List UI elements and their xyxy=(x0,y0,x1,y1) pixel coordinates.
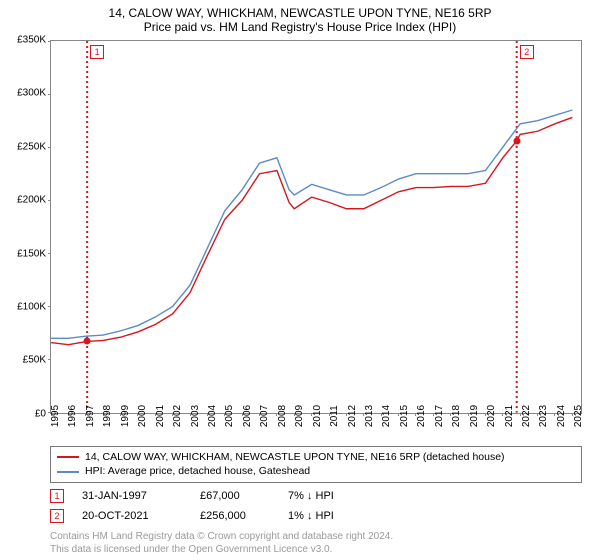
title-block: 14, CALOW WAY, WHICKHAM, NEWCASTLE UPON … xyxy=(10,6,590,36)
x-tick-label: 2025 xyxy=(573,405,584,427)
chart-container: 14, CALOW WAY, WHICKHAM, NEWCASTLE UPON … xyxy=(0,0,600,560)
attribution-line: This data is licensed under the Open Gov… xyxy=(50,544,582,557)
x-tick-label: 2013 xyxy=(364,405,375,427)
sale-date: 31-JAN-1997 xyxy=(82,490,182,502)
x-tick-label: 2021 xyxy=(504,405,515,427)
x-tick-label: 2000 xyxy=(137,405,148,427)
sale-price: £256,000 xyxy=(200,510,270,522)
series-line-price_paid xyxy=(51,117,572,344)
sales-row: 1 31-JAN-1997 £67,000 7% ↓ HPI xyxy=(50,489,582,503)
sale-marker-label: 1 xyxy=(90,45,104,59)
x-tick-label: 2010 xyxy=(312,405,323,427)
title-sub: Price paid vs. HM Land Registry's House … xyxy=(10,20,590,34)
x-tick-label: 2003 xyxy=(190,405,201,427)
plot-area: 12 xyxy=(50,40,582,414)
sale-price: £67,000 xyxy=(200,490,270,502)
x-tick-label: 2014 xyxy=(381,405,392,427)
legend-item: HPI: Average price, detached house, Gate… xyxy=(57,464,575,479)
x-tick-label: 2012 xyxy=(347,405,358,427)
title-main: 14, CALOW WAY, WHICKHAM, NEWCASTLE UPON … xyxy=(10,6,590,20)
y-tick-label: £50K xyxy=(23,355,46,366)
x-tick-label: 2002 xyxy=(172,405,183,427)
y-tick-label: £150K xyxy=(17,248,46,259)
y-tick-label: £250K xyxy=(17,141,46,152)
sale-marker-label: 2 xyxy=(520,45,534,59)
x-tick-label: 2019 xyxy=(469,405,480,427)
sale-badge-number: 2 xyxy=(54,511,59,521)
x-tick-label: 2011 xyxy=(329,405,340,427)
x-tick-label: 1996 xyxy=(67,405,78,427)
x-tick-label: 2018 xyxy=(451,405,462,427)
sale-marker-dot xyxy=(513,137,520,144)
y-tick-label: £200K xyxy=(17,195,46,206)
y-axis-labels: £0£50K£100K£150K£200K£250K£300K£350K xyxy=(10,40,48,414)
legend-swatch xyxy=(57,471,79,473)
y-tick-label: £350K xyxy=(17,35,46,46)
sale-hpi-delta: 7% ↓ HPI xyxy=(288,490,358,502)
legend-item: 14, CALOW WAY, WHICKHAM, NEWCASTLE UPON … xyxy=(57,450,575,465)
x-tick-label: 2004 xyxy=(207,405,218,427)
x-axis-labels: 1995199619971998199920002001200220032004… xyxy=(50,414,582,442)
x-tick-label: 1995 xyxy=(50,405,61,427)
legend: 14, CALOW WAY, WHICKHAM, NEWCASTLE UPON … xyxy=(50,446,582,483)
x-tick-label: 2009 xyxy=(294,405,305,427)
x-tick-label: 2020 xyxy=(486,405,497,427)
sale-badge: 2 xyxy=(50,509,64,523)
x-tick-label: 1999 xyxy=(120,405,131,427)
sales-table: 1 31-JAN-1997 £67,000 7% ↓ HPI 2 20-OCT-… xyxy=(50,489,582,529)
line-chart-svg xyxy=(51,41,581,413)
x-tick-label: 2015 xyxy=(399,405,410,427)
sale-marker-dot xyxy=(84,338,91,345)
x-tick-label: 2006 xyxy=(242,405,253,427)
x-tick-label: 2001 xyxy=(155,405,166,427)
chart-area: £0£50K£100K£150K£200K£250K£300K£350K 12 … xyxy=(50,40,582,442)
x-tick-label: 2016 xyxy=(416,405,427,427)
x-tick-label: 1998 xyxy=(102,405,113,427)
attribution-line: Contains HM Land Registry data © Crown c… xyxy=(50,531,582,544)
sale-badge-number: 1 xyxy=(54,491,59,501)
sales-row: 2 20-OCT-2021 £256,000 1% ↓ HPI xyxy=(50,509,582,523)
y-tick-label: £0 xyxy=(35,408,46,419)
y-tick-label: £300K xyxy=(17,88,46,99)
legend-label: HPI: Average price, detached house, Gate… xyxy=(85,464,310,479)
y-tick-label: £100K xyxy=(17,301,46,312)
series-line-hpi xyxy=(51,110,572,338)
x-tick-label: 2005 xyxy=(224,405,235,427)
x-tick-label: 2008 xyxy=(277,405,288,427)
x-tick-label: 2022 xyxy=(521,405,532,427)
legend-label: 14, CALOW WAY, WHICKHAM, NEWCASTLE UPON … xyxy=(85,450,505,465)
x-tick-label: 2024 xyxy=(556,405,567,427)
sale-badge: 1 xyxy=(50,489,64,503)
x-tick-label: 2007 xyxy=(259,405,270,427)
sale-date: 20-OCT-2021 xyxy=(82,510,182,522)
x-tick-label: 2017 xyxy=(434,405,445,427)
x-tick-label: 2023 xyxy=(538,405,549,427)
attribution: Contains HM Land Registry data © Crown c… xyxy=(50,531,582,556)
x-tick-label: 1997 xyxy=(85,405,96,427)
sale-hpi-delta: 1% ↓ HPI xyxy=(288,510,358,522)
legend-swatch xyxy=(57,456,79,458)
